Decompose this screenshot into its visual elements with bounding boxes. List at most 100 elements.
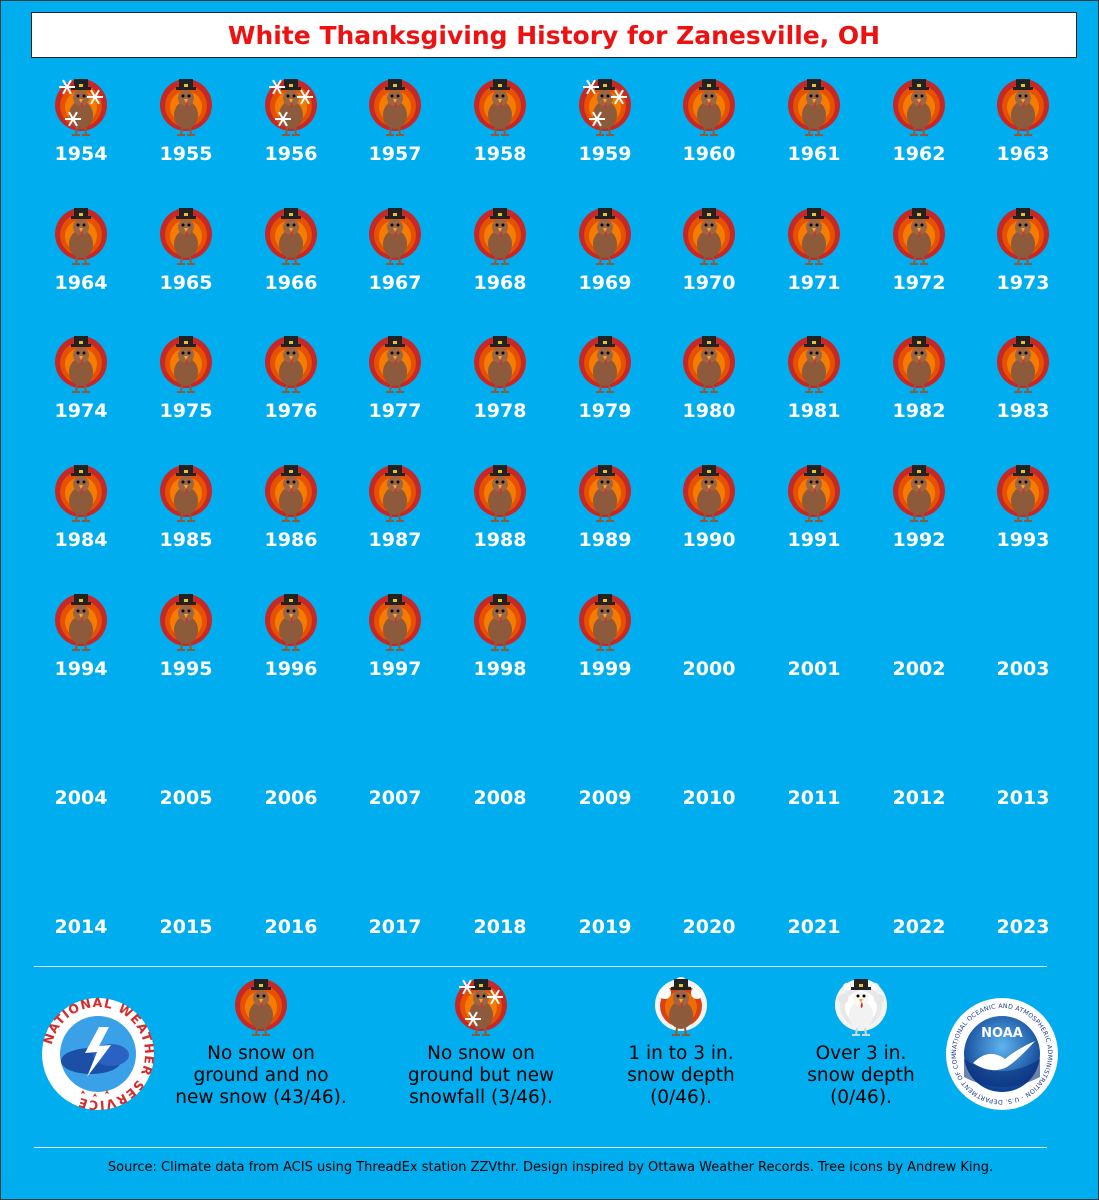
year-label: 1972 [892,272,946,294]
year-cell: 1958 [450,77,550,187]
legend-snow-over-3-label: Over 3 in. snow depth (0/46). [781,1043,941,1109]
brown-turkey-icon [577,463,633,523]
year-label: 1999 [578,658,632,680]
year-label: 2010 [682,787,736,809]
year-label: 2020 [682,916,736,938]
year-cell: 1966 [241,206,341,316]
year-label: 1975 [159,400,213,422]
year-label: 1991 [787,529,841,551]
year-label: 2023 [996,916,1050,938]
year-cell: 2001 [764,592,864,702]
year-cell: 1983 [973,334,1073,444]
year-label: 2019 [578,916,632,938]
brown-turkey-icon [786,77,842,137]
year-label: 1983 [996,400,1050,422]
legend-no-snow-line-1: No snow on [207,1043,315,1064]
year-cell: 1965 [136,206,236,316]
year-cell: 1961 [764,77,864,187]
legend-snow-1-3-line-1: 1 in to 3 in. [628,1043,734,1064]
year-cell: 2003 [973,592,1073,702]
year-label: 1978 [473,400,527,422]
year-label: 1971 [787,272,841,294]
year-label: 2011 [787,787,841,809]
year-label: 1968 [473,272,527,294]
year-grid: 1954 1955 1956 1957 1958 1959 1960 1961 1962 1963… [1,1,1099,961]
year-label: 1993 [996,529,1050,551]
year-cell: 1954 [31,77,131,187]
year-label: 2017 [368,916,422,938]
white-turkey-icon [833,977,889,1037]
brown-turkey-icon [158,592,214,652]
brown-turkey-icon [158,206,214,266]
legend-no-snow-line-2: ground and no [193,1065,329,1086]
year-cell: 1988 [450,463,550,573]
brown-turkey-icon [367,463,423,523]
year-cell: 2006 [241,721,341,831]
year-label: 1956 [264,143,318,165]
brown-turkey-icon [472,592,528,652]
brown-turkey-icon [681,77,737,137]
year-label: 1984 [54,529,108,551]
year-cell: 2015 [136,850,236,960]
year-label: 2000 [682,658,736,680]
year-cell: 2002 [869,592,969,702]
divider-bottom [34,1147,1047,1148]
legend-new-snowfall-label: No snow on ground but new snowfall (3/46… [381,1043,581,1109]
year-cell: 2004 [31,721,131,831]
year-label: 2006 [264,787,318,809]
year-label: 1954 [54,143,108,165]
year-cell: 1955 [136,77,236,187]
year-cell: 1956 [241,77,341,187]
brown-turkey-icon [681,463,737,523]
year-cell: 2014 [31,850,131,960]
year-label: 1973 [996,272,1050,294]
brown-turkey-icon [891,334,947,394]
year-label: 1967 [368,272,422,294]
year-cell: 1994 [31,592,131,702]
year-label: 1995 [159,658,213,680]
partially-snow-covered-turkey-icon [653,977,709,1037]
legend-snow-over-3-line-1: Over 3 in. [815,1043,907,1064]
year-cell: 1969 [555,206,655,316]
year-label: 2001 [787,658,841,680]
year-cell: 1980 [659,334,759,444]
year-label: 2016 [264,916,318,938]
year-label: 2013 [996,787,1050,809]
year-cell: 1959 [555,77,655,187]
year-label: 2009 [578,787,632,809]
year-cell: 1993 [973,463,1073,573]
brown-turkey-icon [263,463,319,523]
brown-turkey-icon [367,592,423,652]
legend-snow-1-3-line-2: snow depth [627,1065,735,1086]
year-label: 1994 [54,658,108,680]
brown-turkey-icon [53,463,109,523]
year-cell: 1960 [659,77,759,187]
year-label: 1970 [682,272,736,294]
brown-turkey-icon [263,592,319,652]
year-label: 1959 [578,143,632,165]
year-label: 1966 [264,272,318,294]
legend-no-snow-label: No snow on ground and no new snow (43/46… [156,1043,366,1109]
year-label: 2021 [787,916,841,938]
year-cell: 2022 [869,850,969,960]
year-cell: 1967 [345,206,445,316]
year-cell: 2018 [450,850,550,960]
year-cell: 1979 [555,334,655,444]
title-box: White Thanksgiving History for Zanesvill… [31,12,1077,58]
brown-turkey-icon [577,592,633,652]
brown-turkey-icon [233,977,289,1037]
brown-turkey-with-snowflakes-icon [53,77,109,137]
year-cell: 1976 [241,334,341,444]
year-label: 1986 [264,529,318,551]
legend-snow-over-3: Over 3 in. snow depth (0/46). [781,977,941,1109]
year-label: 2022 [892,916,946,938]
year-label: 1976 [264,400,318,422]
brown-turkey-icon [367,206,423,266]
year-label: 1998 [473,658,527,680]
brown-turkey-icon [367,334,423,394]
year-label: 2015 [159,916,213,938]
brown-turkey-icon [786,206,842,266]
year-cell: 2020 [659,850,759,960]
year-label: 1974 [54,400,108,422]
